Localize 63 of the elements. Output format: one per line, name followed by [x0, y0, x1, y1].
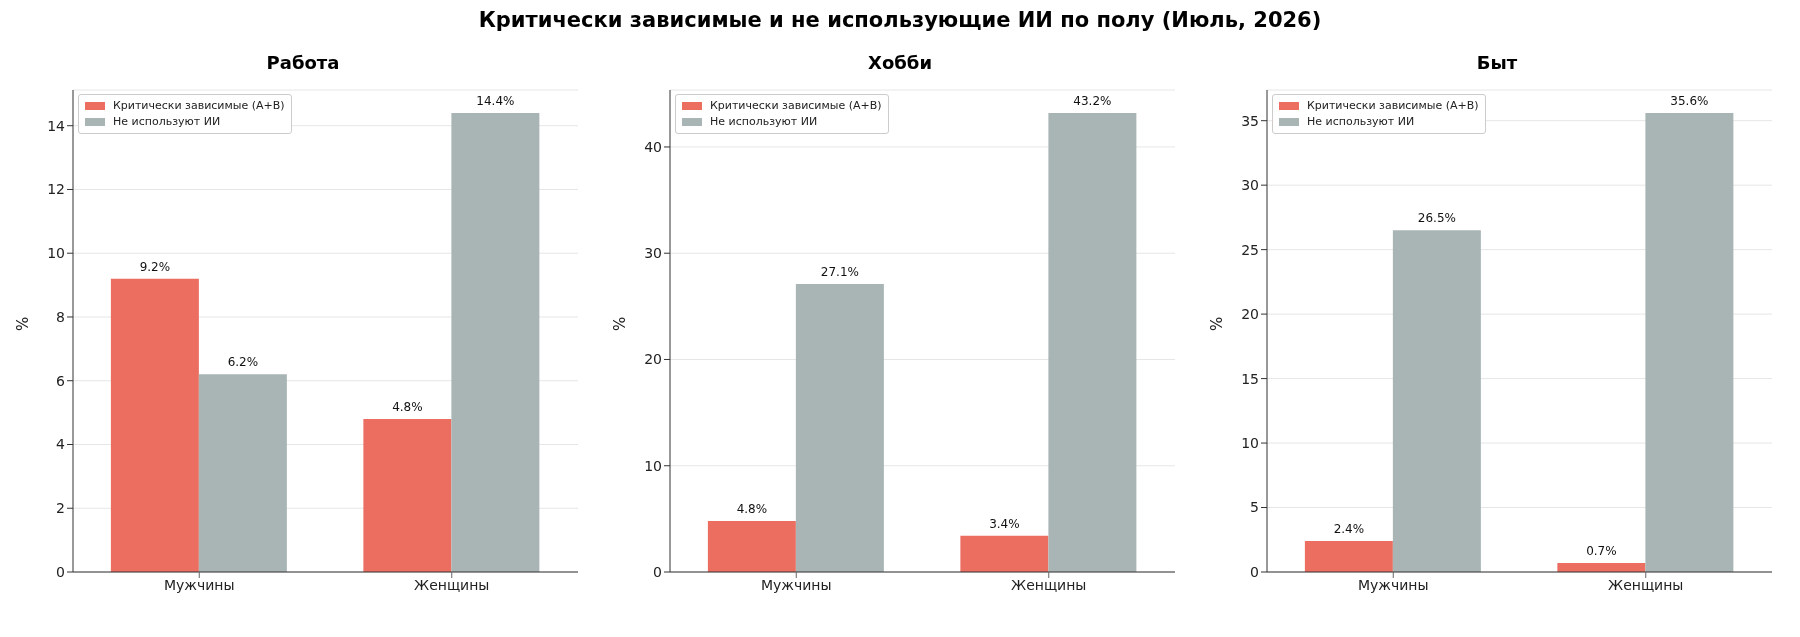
- legend-label: Не используют ИИ: [1307, 114, 1415, 130]
- bar: [960, 535, 1049, 572]
- x-tick-label: Женщины: [1011, 576, 1087, 593]
- legend-label: Не используют ИИ: [113, 114, 221, 130]
- legend-label: Критически зависимые (A+B): [113, 98, 285, 114]
- bar: [1048, 112, 1137, 572]
- x-tick-label: Женщины: [1608, 576, 1684, 593]
- text: Критически зависимые и не использующие ИИ по полу (Июль, 2026): [477, 8, 1323, 34]
- chart-title: Работа: [265, 52, 341, 75]
- y-tick-label: 6: [56, 372, 66, 389]
- y-tick-label: 25: [1241, 241, 1259, 258]
- bar: [110, 278, 199, 572]
- chart-title: Быт: [1475, 52, 1519, 75]
- y-tick-label: 8: [56, 308, 65, 325]
- y-tick-label: 0: [1250, 563, 1259, 580]
- bar: [363, 418, 452, 572]
- y-axis-title: %: [14, 316, 33, 331]
- y-tick-label: 5: [1250, 499, 1259, 516]
- bar: [1392, 230, 1481, 572]
- data-label: 26.5%: [1417, 211, 1456, 226]
- bar: [795, 284, 884, 572]
- bar: [451, 112, 540, 572]
- y-tick-label: 20: [644, 351, 662, 368]
- y-tick-label: 10: [47, 245, 65, 262]
- data-label: 3.4%: [989, 516, 1020, 531]
- x-tick-label: Мужчины: [760, 576, 832, 593]
- data-label: 2.4%: [1333, 522, 1365, 537]
- legend-label: Критически зависимые (A+B): [1307, 98, 1479, 114]
- data-label: 9.2%: [139, 259, 171, 274]
- y-tick-label: 2: [56, 500, 65, 517]
- y-tick-label: 12: [47, 181, 65, 198]
- x-tick-label: Женщины: [414, 576, 490, 593]
- data-label: 6.2%: [227, 355, 259, 370]
- data-label: 35.6%: [1670, 93, 1709, 108]
- y-tick-label: 0: [56, 563, 65, 580]
- bar: [707, 520, 796, 572]
- chart-title: Хобби: [867, 52, 933, 75]
- x-tick-label: Мужчины: [1357, 576, 1429, 593]
- y-tick-label: 40: [644, 138, 662, 155]
- bar: [1645, 112, 1734, 572]
- data-label: 27.1%: [820, 265, 859, 280]
- y-tick-label: 15: [1241, 370, 1259, 387]
- y-tick-label: 10: [644, 457, 662, 474]
- y-axis-title: %: [1208, 316, 1227, 331]
- data-label: 14.4%: [476, 93, 515, 108]
- y-tick-label: 0: [653, 563, 662, 580]
- y-tick-label: 30: [644, 245, 662, 262]
- y-tick-label: 10: [1241, 435, 1259, 452]
- y-tick-label: 14: [47, 117, 66, 134]
- y-tick-label: 30: [1241, 177, 1259, 194]
- data-label: 4.8%: [736, 501, 768, 516]
- bar: [198, 374, 287, 572]
- legend-label: Критически зависимые (A+B): [710, 98, 882, 114]
- data-label: 4.8%: [392, 399, 423, 414]
- y-axis-title: %: [611, 316, 630, 331]
- y-tick-label: 20: [1241, 306, 1259, 323]
- y-tick-label: 4: [56, 436, 66, 453]
- data-label: 43.2%: [1073, 93, 1112, 108]
- data-label: 0.7%: [1586, 543, 1617, 558]
- bar: [1304, 541, 1393, 572]
- x-tick-label: Мужчины: [163, 576, 235, 593]
- legend-label: Не используют ИИ: [710, 114, 818, 130]
- y-tick-label: 35: [1241, 112, 1259, 129]
